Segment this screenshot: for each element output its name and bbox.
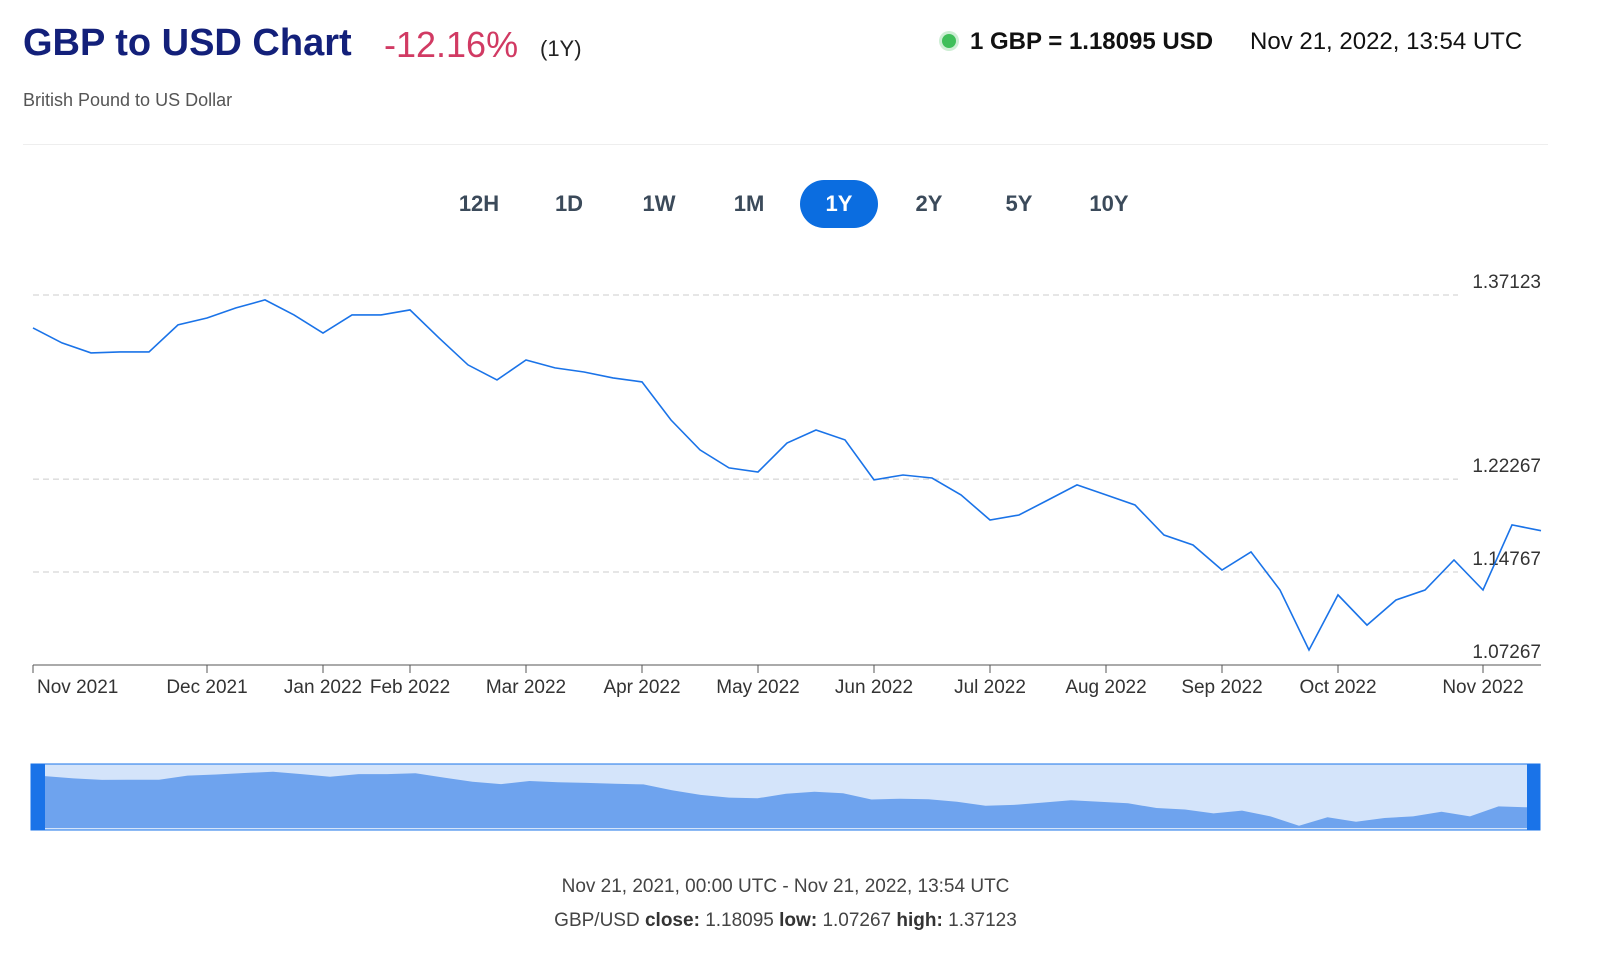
date-range: Nov 21, 2021, 00:00 UTC - Nov 21, 2022, … <box>561 876 1010 897</box>
range-buttons: 12H 1D 1W 1M 1Y 2Y 5Y 10Y <box>440 180 1160 228</box>
low-label: low: <box>779 910 818 931</box>
range-button[interactable]: 2Y <box>915 191 943 216</box>
x-tick-label: Dec 2021 <box>166 677 247 698</box>
timestamp: Nov 21, 2022, 13:54 UTC <box>1250 28 1523 55</box>
y-tick-label: 1.37123 <box>1472 272 1541 293</box>
range-button[interactable]: 1M <box>733 191 765 216</box>
title: GBP to USD Chart <box>23 22 352 64</box>
x-tick-label: Aug 2022 <box>1065 677 1146 698</box>
range-button[interactable]: 10Y <box>1089 191 1129 216</box>
x-tick-label: Jul 2022 <box>954 677 1026 698</box>
y-tick-label: 1.22267 <box>1472 456 1541 477</box>
range-button[interactable]: 1W <box>642 191 676 216</box>
low: 1.07267 <box>822 910 892 931</box>
x-tick-label: Nov 2021 <box>37 677 118 698</box>
x-tick-label: Mar 2022 <box>486 677 566 698</box>
rate: 1 GBP = 1.18095 USD <box>970 28 1214 55</box>
change: -12.16% <box>384 24 519 65</box>
pair: GBP/USD <box>554 910 640 931</box>
range-button[interactable]: 5Y <box>1005 191 1033 216</box>
range-button[interactable]: 12H <box>458 191 500 216</box>
x-tick-label: Oct 2022 <box>1299 677 1376 698</box>
close-label: close: <box>644 910 700 931</box>
high-label: high: <box>896 910 943 931</box>
y-tick-label: 1.14767 <box>1472 549 1541 570</box>
subtitle: British Pound to US Dollar <box>23 90 233 110</box>
navigator-handle <box>31 764 45 830</box>
live-dot <box>942 34 956 48</box>
range-button[interactable]: 1D <box>554 191 584 216</box>
separator <box>23 144 1548 145</box>
high: 1.37123 <box>948 910 1017 931</box>
period: (1Y) <box>540 36 582 61</box>
x-tick-label: Jun 2022 <box>835 677 913 698</box>
x-tick-label: Nov 2022 <box>1442 677 1523 698</box>
range-button[interactable]: 1Y <box>800 180 878 228</box>
y-tick-label: 1.07267 <box>1472 642 1541 663</box>
stats: GBP/USD close: 1.18095 low: 1.07267 high… <box>0 910 1571 932</box>
x-tick-label: Feb 2022 <box>370 677 450 698</box>
price-line <box>32 299 1542 652</box>
navigator-area <box>45 771 1527 828</box>
close: 1.18095 <box>705 910 774 931</box>
x-tick-label: Jan 2022 <box>284 677 362 698</box>
x-tick-label: Apr 2022 <box>603 677 680 698</box>
navigator-handle <box>1527 764 1540 830</box>
x-tick-label: May 2022 <box>716 677 799 698</box>
x-tick-label: Sep 2022 <box>1181 677 1262 698</box>
